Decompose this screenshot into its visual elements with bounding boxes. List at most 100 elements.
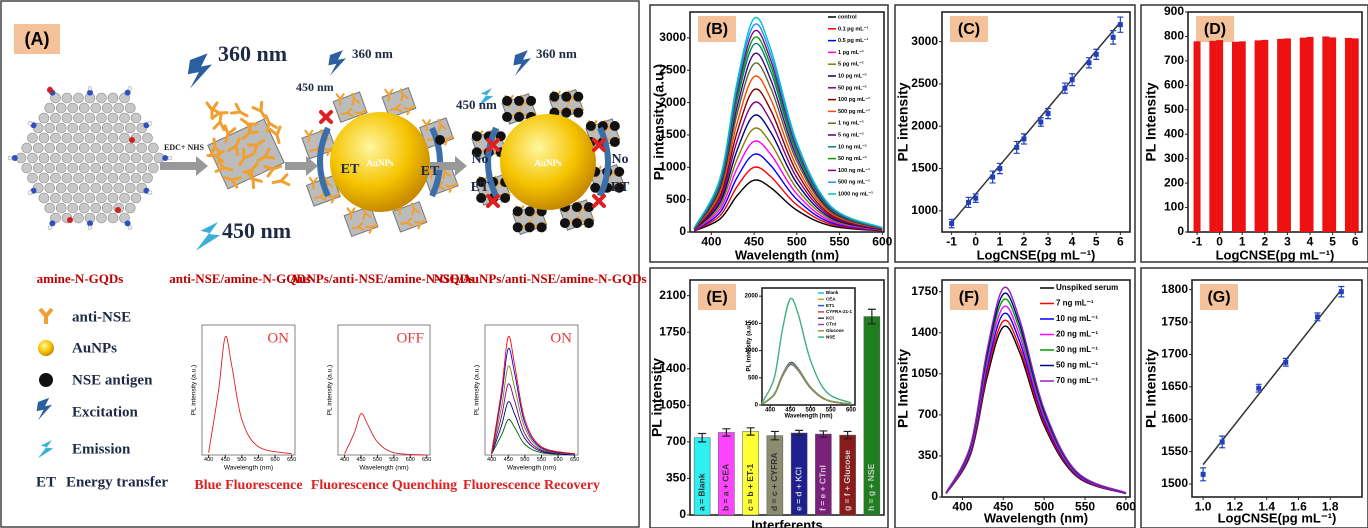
graphene-atom [45, 183, 55, 193]
y-axis-label: PL intensity (a.u.) [474, 365, 481, 415]
graphene-atom [51, 113, 61, 123]
graphene-atom [114, 183, 124, 193]
y-axis-label: PL Intensity [1143, 82, 1159, 161]
graphene-atom [143, 153, 153, 163]
x-tick-label: 650 [422, 457, 431, 463]
legend-text: Energy transfer [66, 474, 168, 490]
x-tick-label: 2 [1021, 234, 1028, 248]
y-tick-label: 1750 [1161, 314, 1188, 328]
bar [1232, 42, 1239, 232]
category-label: f = e + CTnI [818, 465, 828, 511]
x-tick-label: 400 [701, 234, 721, 248]
panel-label: (C) [958, 21, 980, 38]
x-axis-label: Wavelength (nm) [984, 510, 1088, 525]
panel-label: (A) [25, 29, 50, 49]
bar [1239, 41, 1246, 232]
y-tick-label: 1700 [1161, 347, 1188, 361]
x-axis-label: LogCNSE(pg mL⁻¹) [1216, 247, 1335, 262]
nse-antigen [614, 167, 624, 177]
amine-h [128, 86, 132, 90]
graphene-atom [79, 143, 89, 153]
graphene-atom [108, 133, 118, 143]
x-tick-label: 600 [846, 408, 857, 414]
data-point [1315, 314, 1320, 319]
graphene-atom [68, 143, 78, 153]
x-tick-label: 5 [1093, 234, 1100, 248]
graphene-atom [85, 113, 95, 123]
graphene-atom [131, 113, 141, 123]
legend-label: 500 ng mL⁻¹ [838, 179, 870, 186]
legend-label: 20 ng mL⁻¹ [1056, 330, 1098, 339]
x-tick-label: 450 [744, 234, 764, 248]
nse-antigen [573, 92, 583, 102]
nse-antigen [472, 131, 482, 141]
y-axis-label: PL intensity [649, 358, 665, 437]
x-tick-label: 550 [254, 457, 263, 463]
category-label: b = a + CEA [721, 464, 731, 511]
legend-label: CEA [826, 296, 836, 301]
graphene-atom [51, 173, 61, 183]
no-et-label: ET [611, 180, 630, 195]
panel-label: (B) [706, 21, 728, 38]
x-axis-label: LogCNSE(pg mL⁻¹) [977, 247, 1096, 262]
state-label: ON [267, 330, 289, 346]
bar [1194, 41, 1201, 232]
x-tick-label: 400 [487, 457, 496, 463]
x-tick-label: 400 [340, 457, 349, 463]
graphene-atom [74, 133, 84, 143]
state-label: ON [550, 330, 572, 346]
nse-antigen [590, 183, 600, 193]
emission-label: 450 nm [296, 80, 334, 94]
nse-antigen [560, 218, 570, 228]
graphene-atom [102, 163, 112, 173]
legend-label: 500 pg mL⁻¹ [838, 108, 870, 115]
y-tick-label: 1750 [659, 324, 686, 338]
y-tick-label: 1400 [911, 325, 938, 339]
graphene-atom [39, 173, 49, 183]
data-point [1220, 439, 1225, 444]
stage-label: NSE/AuNPs/anti-NSE/amine-N-GQDs [433, 271, 646, 286]
chart: 050010001500200025003000400450500550600W… [650, 5, 893, 262]
state-label: OFF [396, 330, 424, 346]
x-tick-label: 500 [237, 457, 246, 463]
y-tick-label: 700 [666, 434, 686, 448]
amine-h [28, 121, 32, 125]
graphene-atom [120, 113, 130, 123]
reagent-label: EDC+ NHS [164, 143, 204, 152]
nse-antigen [572, 218, 582, 228]
y-tick-label: 3000 [659, 30, 686, 44]
graphene-atom [62, 133, 72, 143]
category-label: g = f + Glucose [842, 450, 852, 511]
graphene-atom [102, 183, 112, 193]
legend-label: Unspiked serum [1056, 283, 1118, 292]
graphene-atom [74, 153, 84, 163]
graphene-atom [108, 213, 118, 223]
graphene-atom [131, 173, 141, 183]
x-axis-label: Wavelength (nm) [735, 247, 839, 262]
bar [1352, 38, 1359, 232]
caption: Fluorescence Recovery [463, 478, 600, 493]
amine-n [12, 155, 18, 161]
graphene-atom [131, 153, 141, 163]
y-tick-label: 2000 [911, 118, 938, 132]
y-axis-label: PL intensity (a.u.) [747, 322, 753, 372]
data-point [1201, 472, 1206, 477]
legend-label: 1000 ng mL⁻¹ [838, 190, 873, 197]
et-label: ET [341, 162, 360, 177]
legend-label: 5 ng mL⁻¹ [838, 131, 864, 138]
legend-label: 0.1 pg mL⁻¹ [838, 25, 869, 32]
data-point [1339, 289, 1344, 294]
graphene-atom [68, 163, 78, 173]
graphene-atom [97, 113, 107, 123]
y-tick-label: 1500 [911, 161, 938, 175]
amine-h [88, 226, 92, 230]
no-et-label: No [471, 152, 488, 167]
graphene-atom [79, 203, 89, 213]
x-tick-label: 6 [1352, 234, 1359, 248]
graphene-atom [79, 103, 89, 113]
nse-antigen [513, 206, 523, 216]
graphene-atom [22, 143, 32, 153]
x-tick-label: 1 [1239, 234, 1246, 248]
bar [1345, 38, 1352, 232]
graphene-atom [108, 193, 118, 203]
